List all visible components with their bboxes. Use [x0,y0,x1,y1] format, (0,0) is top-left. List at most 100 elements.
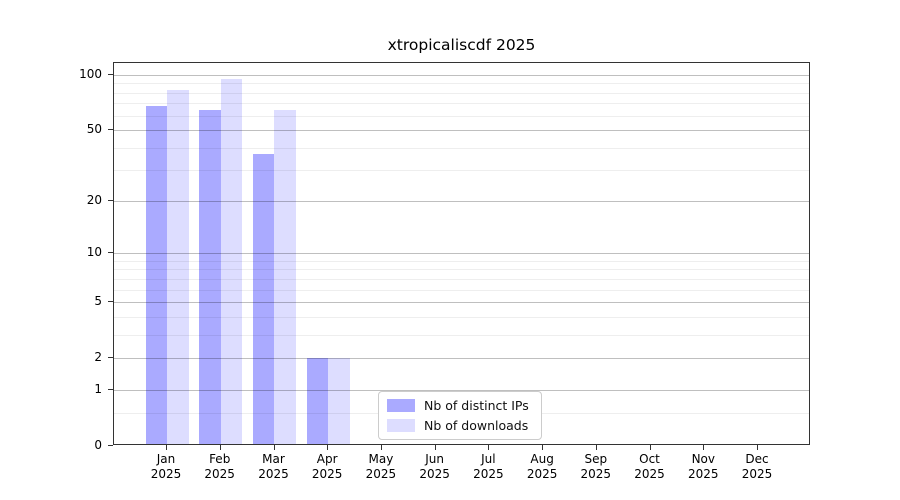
x-tick-label-dec: Dec 2025 [727,452,787,482]
month-year: 2025 [365,467,397,481]
bar-downloads-apr [328,357,350,444]
y-tick-mark [108,128,113,130]
month-year: 2025 [741,467,773,481]
bar-distinct-ips-apr [306,357,329,444]
x-tick-label-feb: Feb 2025 [190,452,250,482]
month-year: 2025 [419,467,450,481]
major-gridline [114,357,809,359]
minor-gridline [114,289,809,291]
y-tick-label: 100 [79,67,102,81]
y-tick-label: 0 [94,438,102,452]
legend-label-downloads: Nb of downloads [424,418,529,433]
bar-distinct-ips-feb [199,110,221,444]
minor-gridline [114,269,809,271]
x-tick-mark [327,445,329,450]
month-name: Dec [745,452,769,466]
minor-gridline [114,334,809,336]
month-name: Sep [584,452,608,466]
minor-gridline [114,92,809,94]
y-tick-label: 1 [94,382,102,397]
minor-gridline [114,169,809,171]
minor-gridline [114,83,809,85]
x-tick-label-mar: Mar 2025 [244,452,304,482]
x-tick-mark [595,445,597,450]
major-gridline [114,201,809,203]
month-name: Jul [481,452,496,466]
legend-swatch-distinct-ips [387,399,415,412]
month-year: 2025 [150,467,182,481]
x-tick-mark [434,445,436,450]
minor-gridline [114,260,809,262]
x-tick-mark [273,445,275,450]
x-tick-label-nov: Nov 2025 [673,452,733,482]
x-tick-label-jan: Jan 2025 [136,452,196,482]
y-tick-label: 50 [86,121,102,136]
x-tick-label-jun: Jun 2025 [405,452,465,482]
minor-gridline [114,115,809,117]
x-tick-mark [649,445,651,450]
y-tick-mark [108,356,113,358]
x-tick-label-sep: Sep 2025 [566,452,626,482]
legend: Nb of distinct IPs Nb of downloads [378,391,542,440]
x-tick-mark [488,445,490,450]
x-tick-mark [703,445,705,450]
x-tick-mark [542,445,544,450]
month-name: Aug [530,452,554,466]
legend-item-distinct-ips: Nb of distinct IPs [387,398,529,413]
x-tick-mark [757,445,758,450]
x-tick-mark [166,445,167,450]
bar-distinct-ips-mar [252,153,275,444]
y-tick-label: 10 [86,245,102,260]
y-tick-label: 2 [94,349,102,364]
month-name: Nov [691,452,715,466]
x-tick-label-apr: Apr 2025 [297,452,357,482]
month-year: 2025 [204,467,235,481]
month-name: Feb [209,452,231,466]
bar-distinct-ips-jan [145,105,167,444]
plot-area [113,62,810,445]
major-gridline [114,129,809,131]
legend-label-distinct-ips: Nb of distinct IPs [424,398,529,413]
month-name: Oct [639,452,660,466]
x-tick-mark [219,445,221,450]
x-tick-label-jul: Jul 2025 [458,452,518,482]
bar-downloads-feb [220,79,243,444]
y-tick-mark [108,301,113,302]
month-name: Apr [316,452,338,466]
major-gridline [114,302,809,303]
month-name: May [368,452,394,466]
y-tick-label: 20 [86,193,102,208]
bar-downloads-jan [167,89,189,444]
y-tick-mark [108,389,113,391]
y-tick-mark [108,200,113,202]
month-name: Jun [425,452,444,466]
month-year: 2025 [688,467,719,481]
minor-gridline [114,316,809,318]
chart-title: xtropicaliscdf 2025 [387,36,536,54]
x-tick-label-aug: Aug 2025 [512,452,572,482]
y-tick-label: 5 [94,294,102,308]
y-tick-mark [108,74,113,75]
bars-layer [114,63,809,444]
month-year: 2025 [311,467,343,481]
major-gridline [114,75,809,76]
major-gridline [114,390,809,392]
x-tick-label-oct: Oct 2025 [620,452,680,482]
x-tick-mark [380,445,382,450]
minor-gridline [114,147,809,149]
minor-gridline [114,278,809,280]
minor-gridline [114,103,809,105]
bar-downloads-mar [274,110,296,444]
month-year: 2025 [258,467,289,481]
month-name: Mar [262,452,285,466]
month-year: 2025 [526,467,558,481]
month-name: Jan [156,452,176,466]
major-gridline [114,253,809,255]
gridlines-layer [114,63,809,444]
month-year: 2025 [580,467,612,481]
x-tick-label-may: May 2025 [351,452,411,482]
y-tick-mark [108,252,113,254]
legend-item-downloads: Nb of downloads [387,418,529,433]
month-year: 2025 [634,467,665,481]
